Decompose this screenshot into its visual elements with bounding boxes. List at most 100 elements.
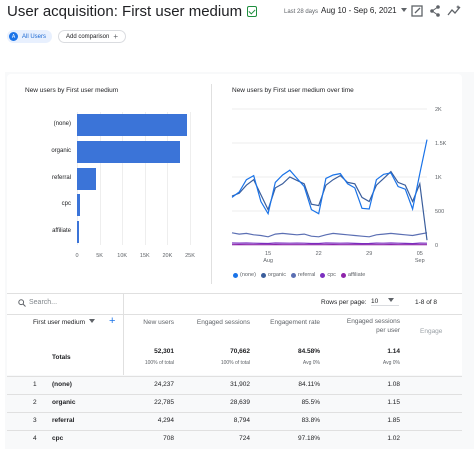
segment-chip-all-users[interactable]: A All Users	[7, 30, 52, 43]
bar-x-tick-label: 0	[75, 253, 79, 259]
totals-new-users-sub: 100% of total	[144, 360, 174, 366]
column-engaged-sessions-per-user[interactable]: Engaged sessions per user	[330, 318, 400, 334]
row-per-user: 1.02	[387, 435, 400, 442]
column-new-users[interactable]: New users	[143, 319, 174, 326]
row-medium[interactable]: cpc	[52, 435, 64, 442]
row-new-users: 4,294	[157, 417, 174, 424]
dimension-header: First user medium	[33, 319, 86, 326]
bar-gridline	[167, 112, 169, 245]
totals-per-user: 1.14	[387, 348, 400, 355]
legend-item[interactable]: cpc	[320, 272, 336, 278]
row-per-user: 1.08	[387, 381, 400, 388]
page-title: User acquisition: First user medium	[7, 3, 258, 20]
rows-per-page-label: Rows per page:	[321, 299, 367, 306]
totals-label: Totals	[52, 354, 71, 361]
bar-gridline	[99, 112, 101, 245]
table-top-divider	[7, 293, 462, 294]
line-x-tick-day: 22	[316, 251, 322, 257]
legend-item[interactable]: affiliate	[340, 272, 365, 278]
line-x-tick-month: Sep	[415, 258, 425, 264]
legend-dot-icon	[340, 272, 346, 278]
line-y-tick-label: 2K	[435, 107, 442, 113]
bar[interactable]	[77, 114, 187, 137]
insights-icon[interactable]	[447, 4, 461, 18]
bar[interactable]	[77, 194, 81, 217]
row-index: 1	[33, 381, 37, 388]
legend-dot-icon	[260, 272, 266, 278]
add-comparison-button[interactable]: Add comparison +	[58, 30, 126, 43]
row-medium[interactable]: (none)	[52, 381, 72, 388]
column-per-user-line1: Engaged sessions	[346, 318, 400, 325]
column-per-user-line2: per user	[376, 327, 400, 334]
page-info: 1-8 of 8	[415, 299, 438, 306]
date-range-text: Aug 10 - Sep 6, 2021	[321, 6, 397, 15]
legend-label: (none)	[240, 272, 256, 278]
totals-per-user-sub: Avg 0%	[382, 360, 400, 366]
rows-per-page-value: 10	[371, 298, 379, 305]
row-engaged-sessions: 724	[239, 435, 250, 442]
bar-category-label: organic	[51, 147, 71, 154]
series-line-organic[interactable]	[231, 170, 428, 241]
column-engagement-rate[interactable]: Engagement rate	[270, 319, 320, 326]
add-comparison-label: Add comparison	[66, 33, 110, 40]
chevron-down-icon	[388, 298, 395, 302]
row-index: 3	[33, 417, 37, 424]
verified-check-icon	[247, 6, 258, 17]
line-x-tick-day: 15	[265, 251, 271, 257]
row-per-user: 1.85	[387, 417, 400, 424]
row-separator	[7, 376, 462, 377]
row-separator	[7, 394, 462, 395]
line-chart-title: New users by First user medium over time	[232, 87, 354, 94]
bar-x-tick-label: 20K	[162, 253, 173, 259]
bar-gridline	[122, 112, 124, 245]
legend-item[interactable]: (none)	[233, 272, 256, 278]
bar-category-label: cpc	[61, 201, 71, 208]
row-engaged-sessions: 28,639	[230, 399, 250, 406]
column-engage-truncated[interactable]: Engage	[420, 328, 443, 335]
share-icon[interactable]	[428, 4, 442, 18]
bar-category-label: referral	[51, 174, 71, 181]
bar[interactable]	[77, 140, 180, 163]
edit-report-icon[interactable]	[410, 4, 424, 18]
dimension-column-divider	[123, 293, 124, 449]
header-top-divider	[7, 314, 462, 315]
segment-label: All Users	[22, 33, 47, 40]
bar[interactable]	[77, 167, 97, 190]
line-y-tick-label: 1.5K	[435, 141, 447, 147]
legend-dot-icon	[290, 272, 296, 278]
line-x-tick-day: 29	[366, 251, 372, 257]
add-dimension-plus-icon[interactable]: +	[109, 315, 116, 327]
column-engaged-sessions[interactable]: Engaged sessions	[196, 319, 250, 326]
bar-category-label: affiliate	[52, 227, 71, 234]
chart-divider	[211, 84, 212, 284]
line-x-tick-month: Aug	[263, 258, 273, 264]
search-icon	[18, 299, 26, 307]
series-line-none[interactable]	[231, 139, 428, 216]
legend-label: referral	[297, 272, 316, 278]
bar-x-tick-label: 10K	[117, 253, 128, 259]
bar-gridline	[190, 112, 191, 245]
row-new-users: 708	[163, 435, 174, 442]
bar[interactable]	[77, 220, 79, 243]
totals-engaged-sessions-sub: 100% of total	[220, 360, 250, 366]
rows-per-page-select[interactable]: 10	[371, 298, 399, 306]
date-range-picker[interactable]: Aug 10 - Sep 6, 2021	[321, 6, 407, 15]
segment-avatar: A	[9, 32, 18, 41]
row-index: 4	[33, 435, 37, 442]
table-search-input[interactable]: Search...	[29, 299, 58, 306]
series-line-cpc[interactable]	[231, 242, 428, 245]
row-engagement-rate: 84.11%	[298, 381, 320, 388]
row-new-users: 22,785	[154, 399, 174, 406]
series-line-referral[interactable]	[231, 232, 428, 238]
row-engagement-rate: 97.18%	[297, 435, 320, 442]
row-medium[interactable]: referral	[52, 417, 75, 424]
bar-x-tick-label: 5K	[96, 253, 103, 259]
row-medium[interactable]: organic	[52, 399, 76, 406]
legend-item[interactable]: referral	[290, 272, 316, 278]
bar-x-tick-label: 15K	[139, 253, 150, 259]
legend-item[interactable]: organic	[260, 272, 286, 278]
dimension-selector[interactable]: First user medium	[33, 319, 96, 326]
line-x-tick-day: 05	[417, 251, 423, 257]
line-y-tick-label: 0	[435, 243, 438, 249]
totals-engagement-rate: 84.58%	[297, 348, 320, 355]
